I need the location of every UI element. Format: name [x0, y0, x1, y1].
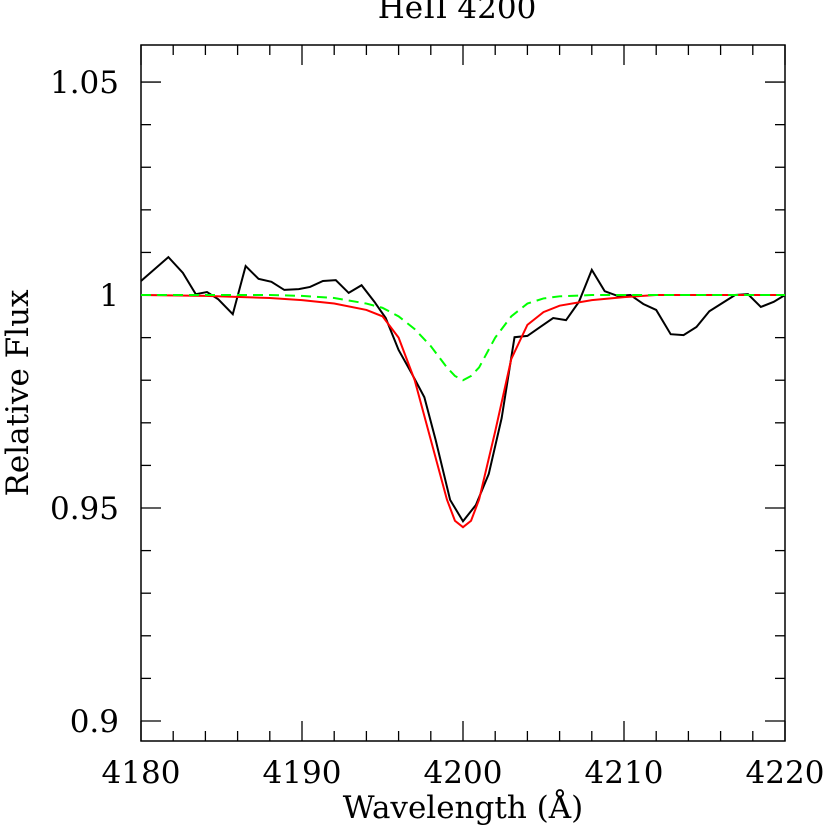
- x-tick-label: 4200: [424, 755, 503, 791]
- y-tick-label: 0.95: [50, 491, 119, 527]
- x-tick-label: 4180: [102, 755, 181, 791]
- chart-title: HeII 4200: [378, 0, 537, 26]
- data-line: [141, 294, 785, 382]
- x-axis-label: Wavelength (Å): [343, 788, 583, 826]
- y-axis-label: Relative Flux: [0, 289, 36, 497]
- y-tick-label: 0.9: [70, 704, 119, 740]
- x-tick-label: 4210: [585, 755, 664, 791]
- y-tick-label: 1.05: [50, 65, 119, 101]
- y-tick-label: 1: [99, 278, 119, 314]
- data-line: [140, 255, 786, 523]
- x-tick-label: 4220: [746, 755, 825, 791]
- data-line: [140, 294, 785, 529]
- x-tick-label: 4190: [263, 755, 342, 791]
- plot-frame: [140, 44, 786, 742]
